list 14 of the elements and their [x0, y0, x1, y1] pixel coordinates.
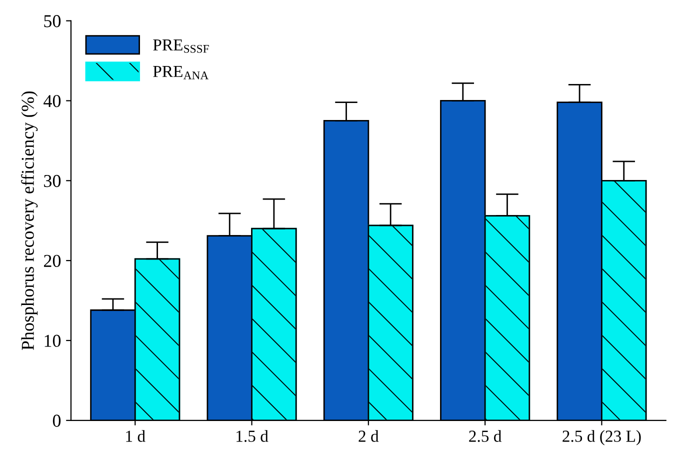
legend-label: PRE$_{SSSF}$: [153, 39, 209, 53]
x-tick-label: 2.5 d: [469, 430, 502, 442]
y-tick-label: 30: [44, 174, 61, 188]
y-tick-label: 50: [44, 15, 61, 28]
y-axis-title: Phosphorus recovery efficiency (%): [21, 91, 38, 350]
x-tick-label: 2 d: [358, 430, 379, 442]
x-tick-label: 2.5 d (23 L): [562, 430, 641, 446]
y-tick-label: 0: [52, 414, 61, 427]
x-tick-label: 1.5 d: [236, 430, 268, 442]
y-tick-label: 10: [44, 334, 61, 347]
legend-label: PRE$_{ANA}$: [153, 66, 209, 80]
x-tick-label: 1 d: [126, 430, 146, 442]
y-tick-label: 20: [44, 254, 61, 268]
y-tick-label: 40: [44, 94, 61, 108]
